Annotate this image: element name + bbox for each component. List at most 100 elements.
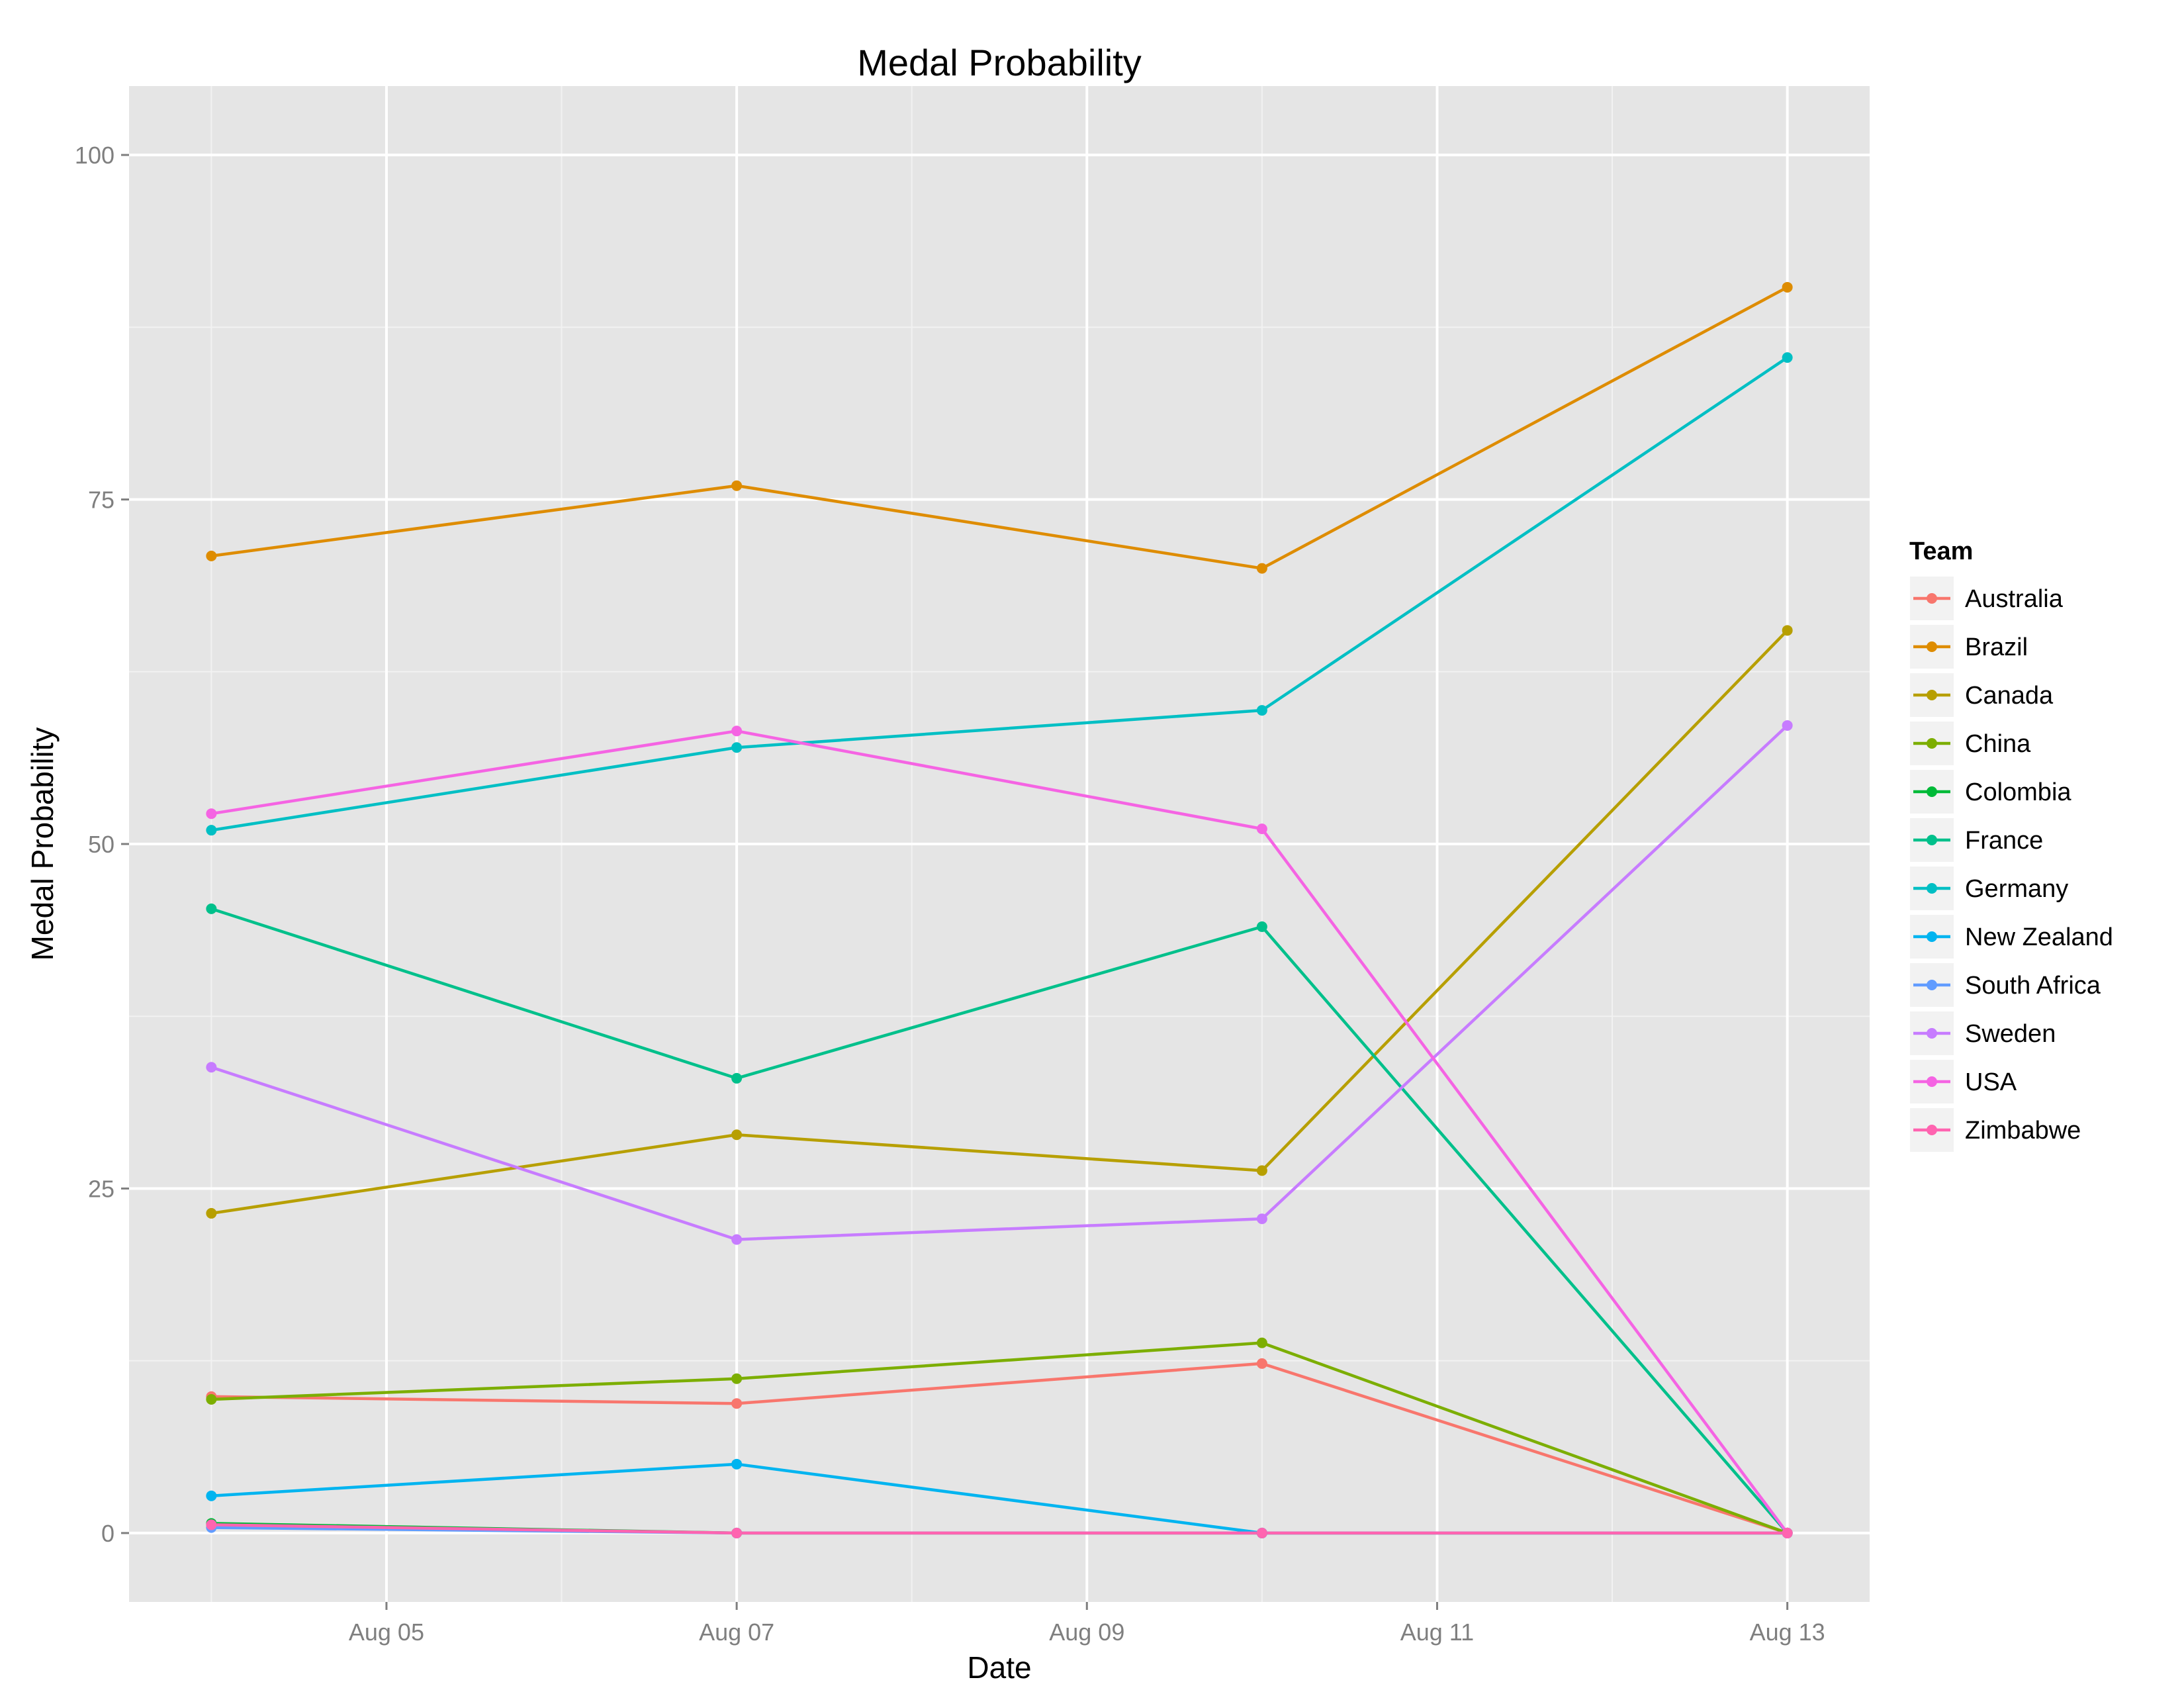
legend-label: South Africa xyxy=(1965,972,2101,1000)
legend-label: New Zealand xyxy=(1965,923,2113,951)
data-point-germany xyxy=(731,742,743,753)
x-tick-label: Aug 07 xyxy=(699,1618,774,1646)
legend-label: Sweden xyxy=(1965,1020,2056,1048)
legend-key-point xyxy=(1927,835,1937,845)
legend-item-france: France xyxy=(1909,817,2043,863)
legend-item-brazil: Brazil xyxy=(1909,624,2028,670)
data-point-sweden xyxy=(1782,720,1793,731)
series-line-zimbabwe xyxy=(210,1523,1789,1535)
legend-label: China xyxy=(1965,730,2031,758)
data-point-germany xyxy=(1256,705,1267,716)
legend-key-point xyxy=(1927,980,1937,990)
y-axis-title: Medal Probability xyxy=(25,727,60,961)
x-axis-title: Date xyxy=(967,1650,1031,1685)
y-tick-label: 25 xyxy=(88,1175,114,1202)
legend-key-point xyxy=(1927,931,1937,942)
legend-label: France xyxy=(1965,827,2043,855)
data-point-germany xyxy=(206,825,217,836)
legend-key-point xyxy=(1927,1028,1937,1039)
series-line-usa xyxy=(210,729,1789,1535)
data-point-new-zealand xyxy=(206,1490,217,1501)
data-point-zimbabwe xyxy=(731,1527,743,1538)
legend-key-point xyxy=(1927,1076,1937,1087)
y-tick-label: 100 xyxy=(75,142,114,169)
legend-label: Zimbabwe xyxy=(1965,1117,2081,1145)
data-point-australia xyxy=(1256,1358,1267,1369)
legend-item-sweden: Sweden xyxy=(1909,1010,2056,1056)
legend-item-south-africa: South Africa xyxy=(1909,962,2101,1008)
series-line-france xyxy=(210,907,1789,1535)
legend-key-point xyxy=(1927,593,1937,604)
data-point-canada xyxy=(731,1129,743,1141)
legend-item-canada: Canada xyxy=(1909,672,2054,718)
data-point-sweden xyxy=(731,1234,743,1245)
series-line-germany xyxy=(210,355,1789,832)
legend-label: Australia xyxy=(1965,585,2064,613)
data-point-sweden xyxy=(1256,1213,1267,1225)
y-tick-label: 75 xyxy=(88,487,114,514)
legend-key-point xyxy=(1927,738,1937,749)
legend-item-zimbabwe: Zimbabwe xyxy=(1909,1107,2081,1153)
data-point-new-zealand xyxy=(731,1458,743,1470)
legend: Team Australia Brazil Canada China Colombia F… xyxy=(1909,538,2113,1153)
data-point-canada xyxy=(206,1207,217,1219)
legend-item-new-zealand: New Zealand xyxy=(1909,914,2113,960)
data-point-brazil xyxy=(731,480,743,491)
y-tick-label: 0 xyxy=(101,1520,114,1547)
legend-item-colombia: Colombia xyxy=(1909,769,2071,815)
chart-title: Medal Probability xyxy=(857,42,1142,83)
data-point-canada xyxy=(1782,625,1793,636)
legend-key-point xyxy=(1927,883,1937,894)
data-point-china xyxy=(206,1393,217,1405)
data-point-zimbabwe xyxy=(1256,1527,1267,1538)
legend-label: Germany xyxy=(1965,875,2068,903)
data-point-france xyxy=(731,1072,743,1084)
x-tick-label: Aug 11 xyxy=(1400,1618,1474,1646)
series-line-china xyxy=(210,1341,1789,1535)
series-line-australia xyxy=(210,1362,1789,1535)
minor-gridlines xyxy=(129,86,1870,1602)
x-tick-label: Aug 13 xyxy=(1750,1618,1825,1646)
legend-label: Brazil xyxy=(1965,633,2028,661)
data-point-sweden xyxy=(206,1062,217,1073)
series-line-sweden xyxy=(210,724,1789,1241)
data-point-australia xyxy=(731,1398,743,1409)
series-line-brazil xyxy=(210,285,1789,570)
legend-label: Canada xyxy=(1965,682,2054,710)
data-point-canada xyxy=(1256,1165,1267,1176)
legend-title: Team xyxy=(1909,538,1973,565)
data-point-brazil xyxy=(1782,281,1793,293)
data-point-germany xyxy=(1782,352,1793,363)
legend-item-usa: USA xyxy=(1909,1058,2017,1105)
data-point-usa xyxy=(1256,823,1267,835)
x-axis-ticks: Aug 05 Aug 07 Aug 09 Aug 11 Aug 13 xyxy=(349,1602,1825,1646)
data-point-brazil xyxy=(206,550,217,561)
data-point-zimbabwe xyxy=(206,1519,217,1530)
x-tick-label: Aug 05 xyxy=(349,1618,424,1646)
data-point-china xyxy=(1256,1337,1267,1348)
data-point-brazil xyxy=(1256,563,1267,574)
legend-item-australia: Australia xyxy=(1909,575,2064,622)
x-tick-label: Aug 09 xyxy=(1049,1618,1124,1646)
y-axis-ticks: 0 25 50 75 100 xyxy=(75,142,129,1547)
data-point-usa xyxy=(206,808,217,820)
series-lines xyxy=(210,285,1789,1535)
legend-key-point xyxy=(1927,690,1937,700)
major-gridlines xyxy=(129,86,1870,1602)
data-point-china xyxy=(731,1373,743,1384)
data-point-france xyxy=(1256,921,1267,932)
legend-key-point xyxy=(1927,641,1937,652)
legend-label: Colombia xyxy=(1965,778,2071,806)
y-tick-label: 50 xyxy=(88,831,114,858)
legend-item-germany: Germany xyxy=(1909,865,2068,912)
data-point-usa xyxy=(731,726,743,737)
data-point-zimbabwe xyxy=(1782,1527,1793,1538)
legend-label: USA xyxy=(1965,1068,2017,1096)
legend-items: Australia Brazil Canada China Colombia France… xyxy=(1909,575,2113,1153)
series-line-canada xyxy=(210,629,1789,1215)
series-points xyxy=(206,281,1793,1538)
legend-key-point xyxy=(1927,786,1937,797)
legend-item-china: China xyxy=(1909,720,2031,767)
legend-key-point xyxy=(1927,1125,1937,1135)
